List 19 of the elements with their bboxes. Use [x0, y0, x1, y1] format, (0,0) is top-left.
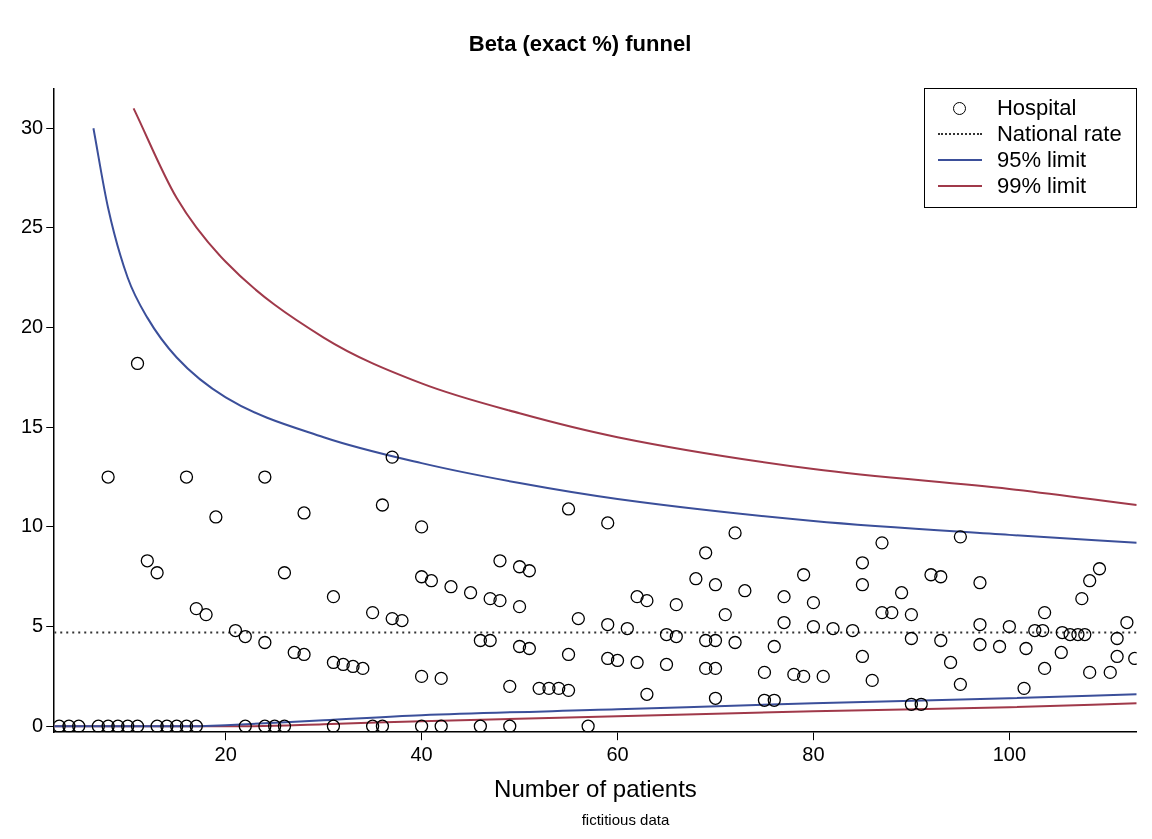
legend-label: 99% limit	[996, 173, 1087, 200]
legend-label: 95% limit	[996, 147, 1087, 174]
y-tick-label: 0	[32, 713, 44, 736]
y-tick-label: 5	[32, 614, 44, 637]
x-axis-title: Number of patients	[494, 775, 697, 803]
x-tick-label: 20	[214, 742, 237, 765]
y-tick-label: 15	[21, 414, 44, 437]
x-tick-label: 100	[992, 742, 1027, 765]
y-tick-label: 10	[21, 514, 44, 537]
y-tick-label: 25	[21, 215, 44, 238]
x-tick-label: 60	[606, 742, 629, 765]
y-tick-label: 20	[21, 315, 44, 338]
legend-label: Hospital	[996, 95, 1077, 122]
text: fictitious data	[581, 811, 670, 828]
legend-label: National rate	[996, 121, 1122, 148]
x-tick-label: 80	[802, 742, 825, 765]
x-tick-label: 40	[410, 742, 433, 765]
y-tick-label: 30	[21, 115, 44, 138]
chart-title: Beta (exact %) funnel	[468, 31, 692, 57]
